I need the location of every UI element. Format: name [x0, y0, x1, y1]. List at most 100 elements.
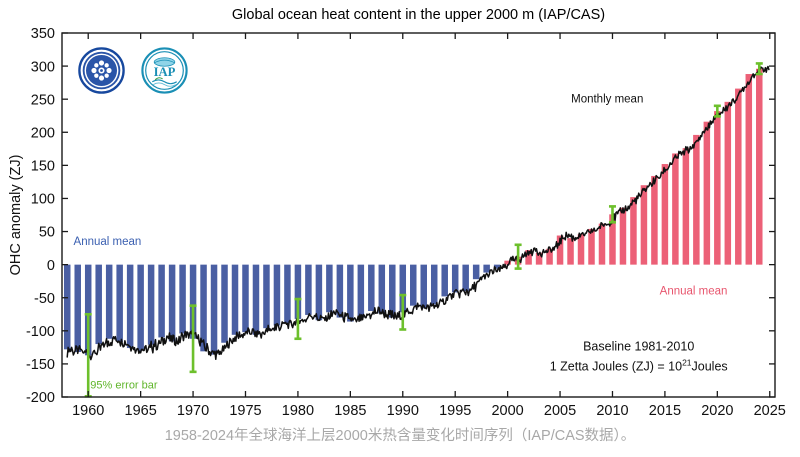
y-tick-label--100: -100 — [26, 324, 55, 340]
bar-1977 — [263, 264, 270, 329]
bar-2013 — [640, 185, 648, 265]
bar-1990 — [399, 264, 407, 313]
x-tick-label-1995: 1995 — [439, 403, 471, 419]
bar-1970 — [189, 264, 197, 339]
bar-1978 — [273, 264, 281, 326]
bar-1994 — [441, 264, 448, 297]
y-tick-label--50: -50 — [34, 291, 55, 307]
monthly-mean-line — [66, 65, 770, 361]
bar-1959 — [74, 264, 81, 352]
bar-1969 — [179, 264, 186, 334]
bar-2011 — [619, 207, 627, 265]
y-tick-label-50: 50 — [39, 225, 55, 241]
x-tick-label-1965: 1965 — [125, 403, 157, 419]
bar-1996 — [462, 264, 469, 292]
annotation-baseline-note: Baseline 1981-2010 — [583, 340, 694, 354]
bar-2023 — [745, 74, 753, 265]
bar-1984 — [336, 264, 344, 318]
bar-2003 — [535, 252, 543, 265]
bar-1980 — [294, 264, 302, 319]
bar-1975 — [242, 264, 249, 333]
bar-1995 — [451, 264, 459, 293]
y-tick-label-150: 150 — [31, 159, 55, 175]
bar-2020 — [714, 111, 721, 265]
bar-2015 — [661, 164, 669, 265]
bar-2022 — [735, 88, 742, 265]
bar-1979 — [284, 264, 291, 323]
x-tick-label-1980: 1980 — [282, 403, 314, 419]
bar-2000 — [504, 260, 511, 265]
bar-2021 — [724, 101, 732, 265]
error-bars — [84, 62, 763, 398]
bar-2006 — [567, 238, 574, 265]
bar-1967 — [158, 264, 165, 338]
bar-2012 — [630, 197, 637, 265]
iap-logo: IAP — [141, 47, 188, 94]
y-axis-label: OHC anomaly (ZJ) — [8, 155, 24, 276]
x-tick-label-1975: 1975 — [229, 403, 261, 419]
y-tick-label-100: 100 — [31, 192, 55, 208]
bar-2014 — [651, 175, 658, 265]
bar-1988 — [378, 264, 386, 314]
bar-2007 — [577, 234, 585, 265]
bar-1987 — [368, 264, 375, 311]
bar-1964 — [126, 264, 134, 349]
bar-2009 — [598, 223, 606, 265]
bar-1981 — [305, 264, 312, 315]
bar-1992 — [420, 264, 427, 309]
bar-series — [63, 68, 763, 356]
bar-1968 — [168, 264, 176, 342]
x-tick-label-2015: 2015 — [649, 403, 681, 419]
bar-1976 — [252, 264, 260, 335]
bar-2010 — [609, 214, 616, 265]
figure-caption: 1958-2024年全球海洋上层2000米热含量变化时间序列（IAP/CAS数据… — [164, 428, 636, 444]
bar-1961 — [95, 264, 102, 345]
x-tick-label-2010: 2010 — [596, 403, 628, 419]
y-tick-label-0: 0 — [47, 258, 55, 274]
x-tick-label-1990: 1990 — [387, 403, 419, 419]
bar-1989 — [389, 264, 396, 318]
annotation-annual-mean-red: Annual mean — [660, 285, 728, 297]
bar-1991 — [410, 264, 417, 306]
bar-1958 — [63, 264, 71, 350]
bar-1997 — [472, 264, 480, 280]
bar-1985 — [347, 264, 354, 322]
bar-1983 — [326, 264, 333, 313]
x-tick-label-2025: 2025 — [754, 403, 786, 419]
bar-2017 — [682, 148, 690, 265]
bar-1965 — [137, 264, 144, 351]
annotation-annual-mean-blue: Annual mean — [74, 236, 142, 248]
svg-text:IAP: IAP — [154, 65, 176, 79]
cas-logo — [78, 47, 125, 94]
annotation-error-bar-label: 95% error bar — [90, 379, 158, 391]
y-tick-label-350: 350 — [31, 26, 55, 42]
bar-1972 — [210, 264, 218, 355]
bar-1963 — [116, 264, 123, 343]
bar-1971 — [200, 264, 207, 352]
bar-2008 — [588, 228, 595, 265]
bar-2002 — [525, 250, 532, 265]
x-tick-label-1960: 1960 — [72, 403, 104, 419]
bar-2024 — [756, 68, 763, 265]
bar-2019 — [703, 121, 711, 265]
bar-1962 — [105, 264, 113, 339]
bar-1998 — [483, 264, 490, 273]
y-tick-label--150: -150 — [26, 357, 55, 373]
y-tick-label--200: -200 — [26, 390, 55, 406]
bar-2016 — [672, 153, 679, 265]
bar-2005 — [556, 235, 564, 265]
y-tick-label-300: 300 — [31, 59, 55, 75]
bar-2004 — [546, 248, 553, 265]
x-tick-label-1985: 1985 — [334, 403, 366, 419]
annotation-unit-note: 1 Zetta Joules (ZJ) = 1021Joules — [550, 358, 728, 374]
bar-1960 — [84, 264, 92, 356]
bar-1974 — [231, 264, 239, 335]
annotation-monthly-mean: Monthly mean — [571, 93, 643, 105]
x-tick-label-1970: 1970 — [177, 403, 209, 419]
chart-title: Global ocean heat content in the upper 2… — [232, 7, 605, 23]
bar-1966 — [147, 264, 155, 345]
x-tick-label-2005: 2005 — [544, 403, 576, 419]
axis-frame — [61, 32, 776, 398]
